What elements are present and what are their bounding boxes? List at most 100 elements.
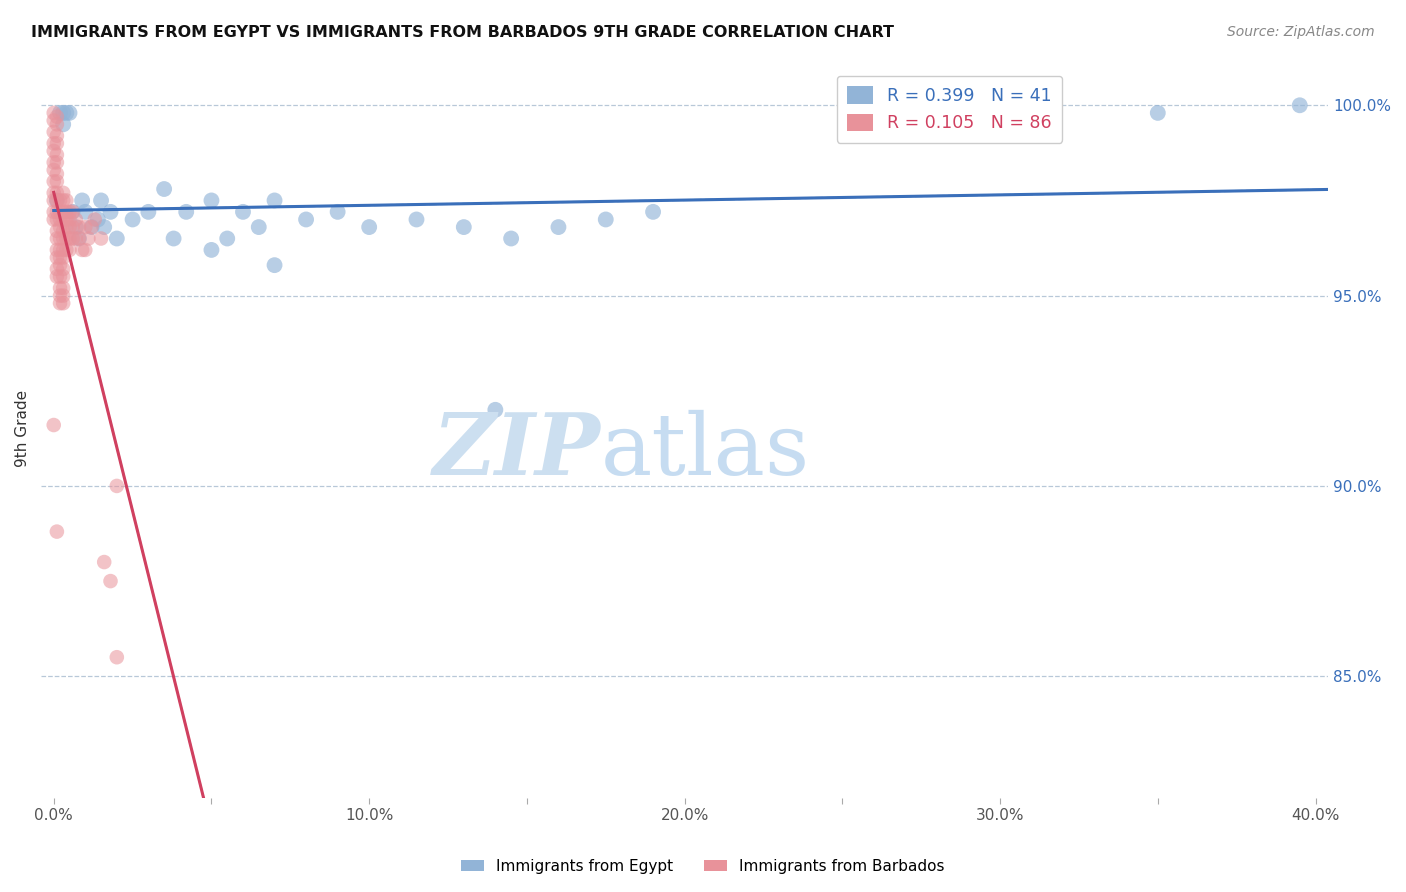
Point — [42, 136, 65, 151]
Point — [49, 205, 72, 219]
Point — [405, 212, 427, 227]
Point — [42, 194, 65, 208]
Point — [42, 113, 65, 128]
Point — [49, 258, 72, 272]
Point — [65, 231, 87, 245]
Point — [200, 194, 222, 208]
Point — [80, 220, 103, 235]
Point — [200, 243, 222, 257]
Point — [45, 212, 67, 227]
Point — [49, 212, 72, 227]
Point — [93, 555, 115, 569]
Point — [105, 231, 128, 245]
Point — [52, 224, 75, 238]
Point — [42, 144, 65, 158]
Point — [62, 205, 84, 219]
Legend: Immigrants from Egypt, Immigrants from Barbados: Immigrants from Egypt, Immigrants from B… — [456, 853, 950, 880]
Point — [80, 220, 103, 235]
Point — [58, 212, 80, 227]
Point — [52, 262, 75, 277]
Point — [62, 205, 84, 219]
Point — [42, 106, 65, 120]
Point — [42, 163, 65, 178]
Point — [45, 110, 67, 124]
Point — [52, 106, 75, 120]
Point — [595, 212, 617, 227]
Point — [52, 269, 75, 284]
Point — [247, 220, 270, 235]
Point — [65, 212, 87, 227]
Point — [45, 194, 67, 208]
Point — [87, 212, 110, 227]
Point — [174, 205, 197, 219]
Point — [45, 136, 67, 151]
Point — [359, 220, 381, 235]
Point — [49, 220, 72, 235]
Point — [55, 194, 77, 208]
Point — [641, 205, 664, 219]
Point — [100, 205, 122, 219]
Text: atlas: atlas — [600, 409, 810, 492]
Point — [453, 220, 475, 235]
Point — [55, 231, 77, 245]
Point — [42, 205, 65, 219]
Point — [100, 574, 122, 588]
Point — [58, 231, 80, 245]
Text: Source: ZipAtlas.com: Source: ZipAtlas.com — [1227, 25, 1375, 39]
Point — [83, 212, 105, 227]
Point — [67, 231, 90, 245]
Point — [42, 417, 65, 432]
Point — [52, 212, 75, 227]
Point — [52, 243, 75, 257]
Point — [55, 212, 77, 227]
Point — [45, 224, 67, 238]
Point — [49, 251, 72, 265]
Point — [62, 220, 84, 235]
Point — [45, 243, 67, 257]
Point — [62, 231, 84, 245]
Point — [52, 296, 75, 310]
Point — [484, 402, 506, 417]
Point — [52, 251, 75, 265]
Point — [263, 258, 285, 272]
Point — [70, 194, 93, 208]
Point — [52, 205, 75, 219]
Point — [49, 194, 72, 208]
Text: ZIP: ZIP — [433, 409, 600, 492]
Point — [75, 243, 97, 257]
Point — [49, 106, 72, 120]
Text: IMMIGRANTS FROM EGYPT VS IMMIGRANTS FROM BARBADOS 9TH GRADE CORRELATION CHART: IMMIGRANTS FROM EGYPT VS IMMIGRANTS FROM… — [31, 25, 894, 40]
Point — [49, 296, 72, 310]
Point — [547, 220, 569, 235]
Point — [58, 106, 80, 120]
Point — [55, 205, 77, 219]
Point — [42, 174, 65, 188]
Point — [93, 220, 115, 235]
Point — [90, 231, 112, 245]
Point — [162, 231, 184, 245]
Point — [49, 243, 72, 257]
Point — [52, 117, 75, 131]
Point — [70, 243, 93, 257]
Point — [75, 220, 97, 235]
Point — [45, 186, 67, 200]
Point — [138, 205, 160, 219]
Point — [49, 288, 72, 302]
Point — [67, 220, 90, 235]
Point — [326, 205, 349, 219]
Point — [232, 205, 254, 219]
Point — [55, 220, 77, 235]
Point — [52, 288, 75, 302]
Point — [42, 125, 65, 139]
Point — [75, 205, 97, 219]
Point — [52, 231, 75, 245]
Point — [55, 243, 77, 257]
Point — [105, 479, 128, 493]
Point — [45, 128, 67, 143]
Point — [153, 182, 176, 196]
Point — [42, 212, 65, 227]
Point — [501, 231, 523, 245]
Point — [65, 220, 87, 235]
Point — [58, 220, 80, 235]
Point — [55, 106, 77, 120]
